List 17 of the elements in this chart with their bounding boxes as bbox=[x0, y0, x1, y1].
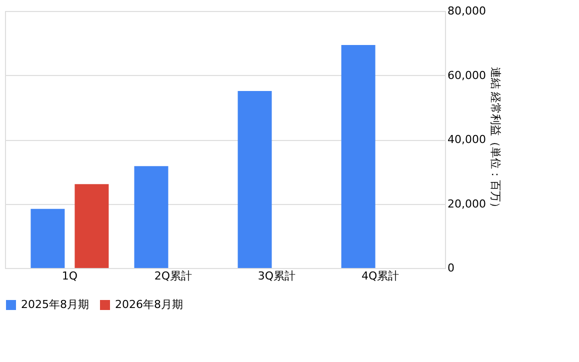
y-tick-label: 0 bbox=[448, 262, 454, 274]
x-tick-label: 4Q累計 bbox=[361, 270, 400, 282]
x-tick-label: 2Q累計 bbox=[154, 270, 192, 282]
bar bbox=[30, 208, 65, 268]
bar bbox=[341, 45, 376, 268]
legend-label: 2026年8月期 bbox=[115, 298, 183, 311]
y-tick-label: 60,000 bbox=[448, 68, 486, 82]
bar bbox=[74, 184, 109, 268]
bar bbox=[134, 166, 168, 268]
x-tick-label: 3Q累計 bbox=[258, 270, 296, 282]
legend-label: 2025年8月期 bbox=[21, 298, 89, 311]
y-tick-label: 80,000 bbox=[448, 4, 486, 18]
y-axis-title: 連結 経常利益（単位：百万） bbox=[488, 66, 502, 214]
y-tick-label: 40,000 bbox=[448, 133, 486, 146]
x-tick-label: 1Q bbox=[62, 270, 78, 282]
y-tick-label: 20,000 bbox=[448, 197, 486, 210]
bar bbox=[238, 90, 272, 268]
